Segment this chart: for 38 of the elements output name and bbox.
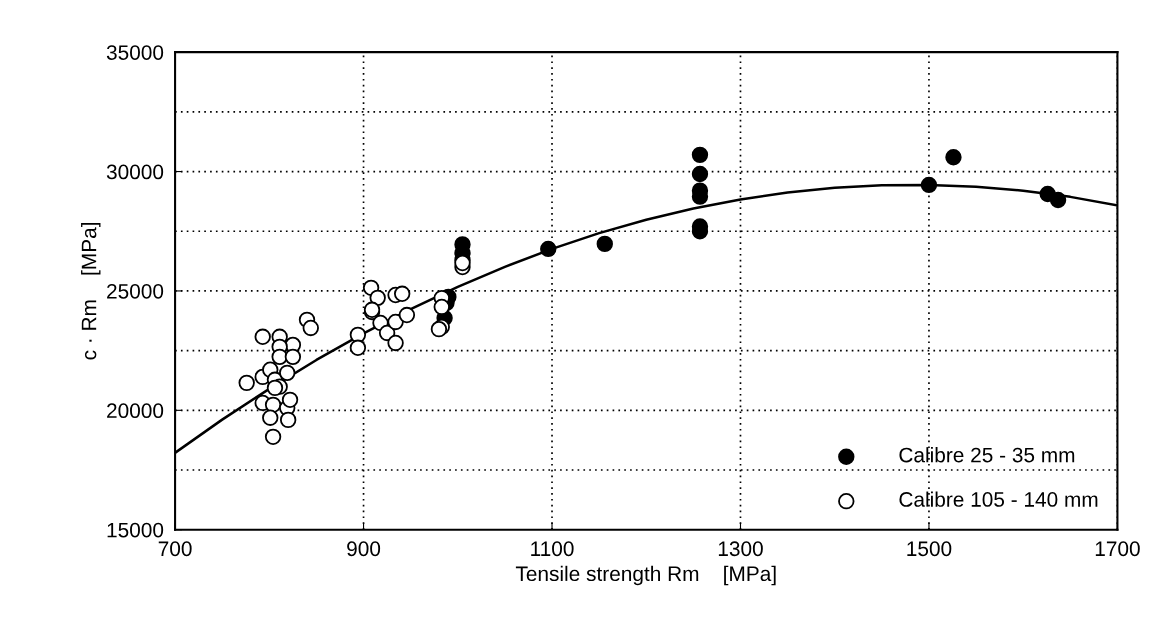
point <box>302 319 319 337</box>
x-tick-label: 700 <box>158 541 192 557</box>
point <box>279 364 296 382</box>
point <box>349 339 367 356</box>
point <box>238 374 255 392</box>
legend-label: Calibre 105 - 140 mm <box>899 491 1098 507</box>
point <box>281 391 299 409</box>
y-axis-title: c · Rm [MPa] <box>81 222 101 360</box>
x-tick-label: 1100 <box>531 541 574 557</box>
x-axis-title: Tensile strength Rm [MPa] <box>515 565 776 586</box>
x-tick-label: 900 <box>347 541 381 557</box>
point <box>387 334 404 352</box>
y-tick-label: 30000 <box>106 164 164 180</box>
point <box>266 379 284 397</box>
point <box>262 409 279 426</box>
y-tick-label: 25000 <box>107 283 164 299</box>
point <box>691 146 709 164</box>
point <box>433 298 450 316</box>
point <box>691 165 709 183</box>
point <box>596 235 613 253</box>
point <box>254 328 271 345</box>
point <box>945 149 962 166</box>
point <box>387 313 404 331</box>
point <box>279 411 297 429</box>
point <box>398 306 416 324</box>
x-tick-label: 1500 <box>907 541 952 557</box>
legend-label: Calibre 25 - 35 mm <box>899 447 1075 463</box>
point <box>540 240 557 258</box>
x-tick-label: 1700 <box>1095 541 1140 557</box>
point <box>284 348 302 366</box>
point <box>264 428 282 446</box>
point <box>393 285 411 302</box>
point <box>1049 191 1067 209</box>
y-tick-label: 35000 <box>106 45 164 60</box>
y-tick-label: 15000 <box>107 522 164 538</box>
y-tick-label: 20000 <box>107 403 164 419</box>
x-tick-label: 1300 <box>718 541 763 557</box>
point <box>920 176 938 194</box>
